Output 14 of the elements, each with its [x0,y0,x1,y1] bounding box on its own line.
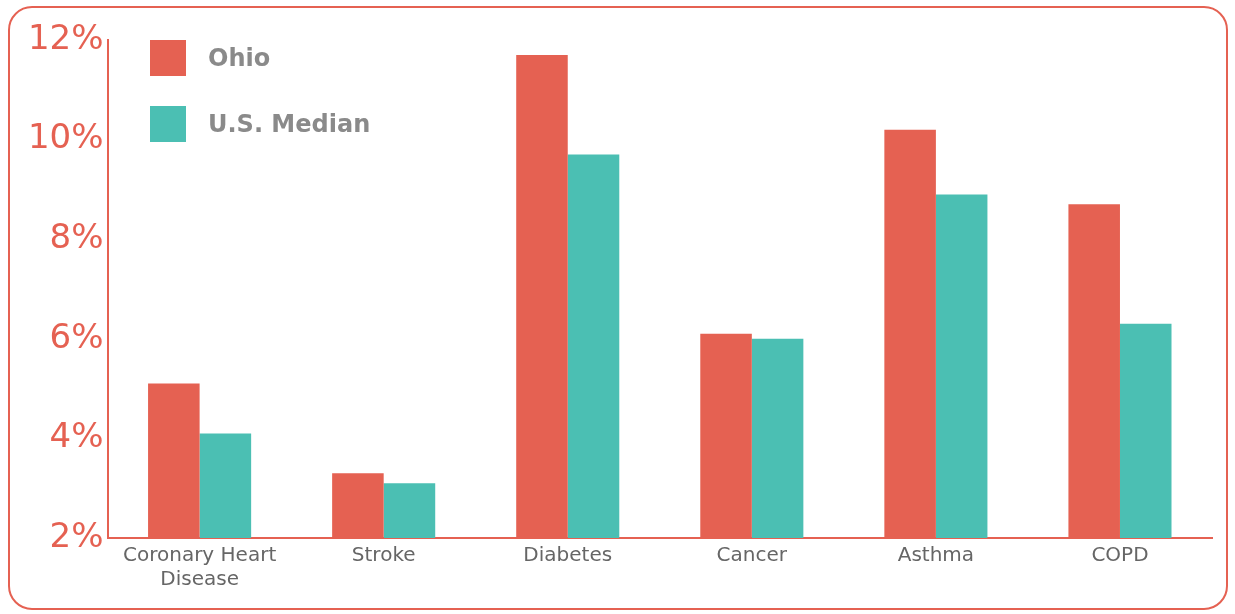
y-tick-label: 10% [27,116,104,157]
x-tick-label: Coronary Heart Disease [122,542,277,591]
y-tick-label: 8% [49,216,104,257]
x-tick-label: Asthma [897,542,975,567]
y-tick-label: 12% [27,16,104,57]
x-tick-label: COPD [1091,542,1149,567]
x-tick-label: Stroke [351,542,416,567]
y-tick-label: 4% [49,415,104,456]
legend-label: Ohio [208,44,271,72]
y-tick-label: 2% [49,514,104,555]
y-tick-label: 6% [49,315,104,356]
x-tick-label: Diabetes [523,542,613,567]
x-tick-label: Cancer [716,542,788,567]
legend-label: U.S. Median [208,110,371,138]
